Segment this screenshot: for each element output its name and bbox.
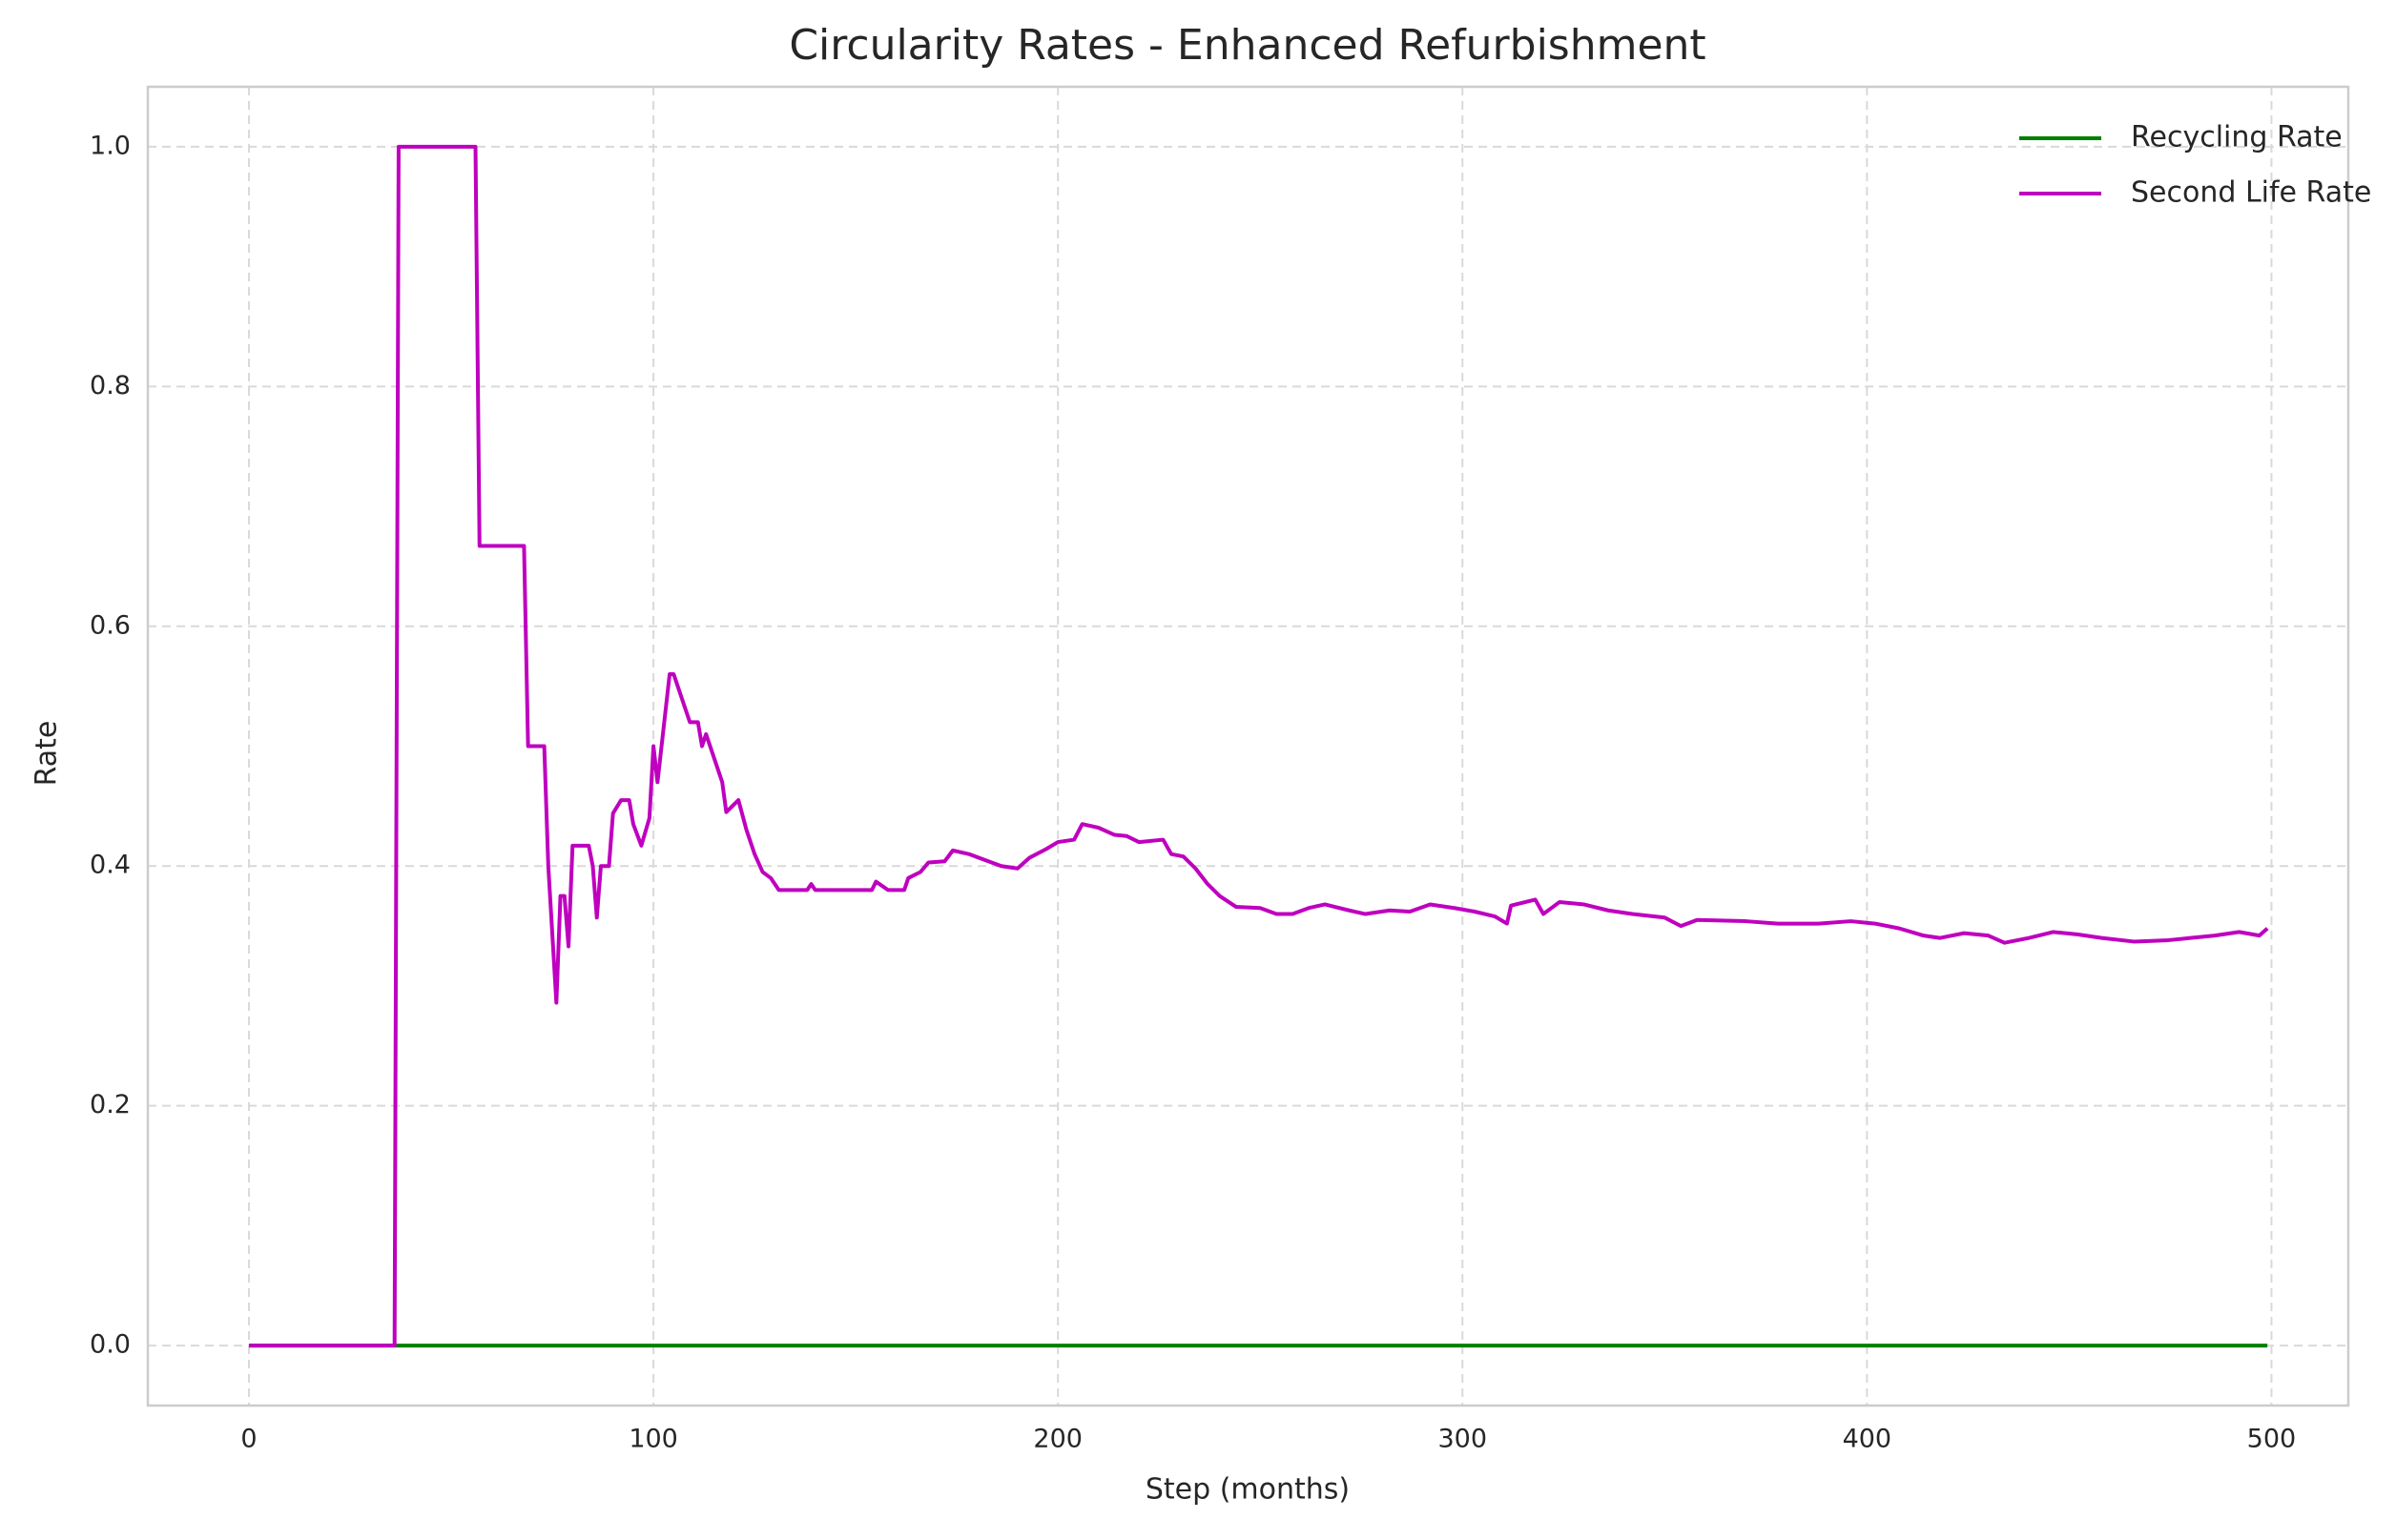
series-line	[249, 144, 2269, 1348]
x-tick-label: 300	[1437, 1425, 1487, 1454]
chart-title: Circularity Rates - Enhanced Refurbishme…	[789, 21, 1705, 70]
y-tick-label: 0.0	[90, 1330, 131, 1360]
y-axis-label: Rate	[31, 721, 64, 787]
y-tick-label: 0.8	[90, 371, 131, 400]
legend-label: Second Life Rate	[2131, 176, 2371, 210]
x-tick-label: 0	[240, 1425, 257, 1454]
x-tick-label: 200	[1033, 1425, 1083, 1454]
y-tick-label: 0.4	[90, 851, 131, 880]
x-tick-label: 400	[1843, 1425, 1892, 1454]
y-tick-label: 1.0	[90, 131, 131, 160]
x-tick-label: 100	[629, 1425, 678, 1454]
y-tick-label: 0.6	[90, 610, 131, 640]
legend-label: Recycling Rate	[2131, 121, 2343, 154]
x-tick-label: 500	[2247, 1425, 2297, 1454]
plot-frame	[146, 85, 2350, 1407]
y-tick-label: 0.2	[90, 1090, 131, 1119]
x-axis-label: Step (months)	[1146, 1473, 1350, 1507]
